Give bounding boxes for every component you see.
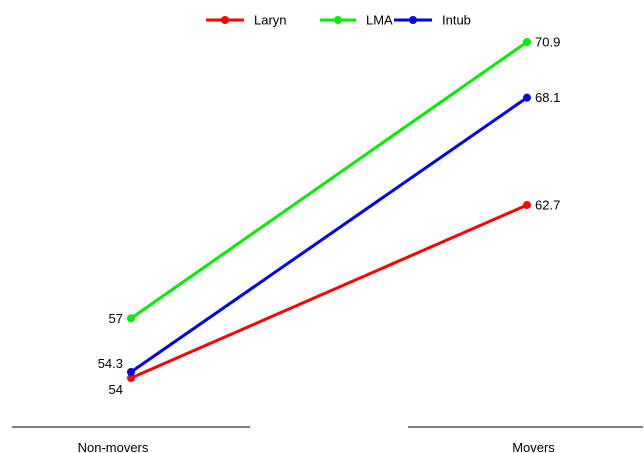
data-label-lma-movers: 70.9: [535, 35, 560, 50]
category-label-non-movers: Non-movers: [78, 440, 149, 453]
data-label-intub-non-movers: 54.3: [98, 356, 123, 371]
legend: Laryn LMA Intub: [206, 13, 471, 28]
category-label-movers: Movers: [512, 440, 555, 453]
point-lma-non-movers: [127, 314, 135, 323]
series-line-lma: [129, 40, 529, 320]
legend-swatch-point-laryn: [221, 16, 229, 24]
data-labels: 54 62.7 57 70.9 54.3 68.1: [98, 35, 561, 398]
point-intub-non-movers: [127, 368, 135, 377]
point-lma-movers: [523, 38, 531, 46]
legend-swatch-point-intub: [409, 16, 417, 24]
data-label-laryn-movers: 62.7: [535, 198, 560, 213]
point-laryn-movers: [523, 201, 531, 210]
data-label-laryn-non-movers: 54: [109, 382, 123, 397]
point-laryn-non-movers: [127, 374, 135, 382]
data-label-intub-movers: 68.1: [535, 90, 560, 105]
legend-swatch-point-lma: [334, 16, 342, 24]
series-lines: [127, 38, 531, 382]
point-intub-movers: [523, 93, 531, 102]
category-axes: Non-movers Movers: [12, 426, 643, 453]
legend-label-intub: Intub: [442, 13, 471, 28]
legend-label-lma: LMA: [366, 13, 393, 28]
data-label-lma-non-movers: 57: [109, 311, 123, 326]
series-line-intub: [129, 96, 529, 374]
legend-label-laryn: Laryn: [254, 13, 287, 28]
series-line-laryn: [129, 203, 529, 380]
